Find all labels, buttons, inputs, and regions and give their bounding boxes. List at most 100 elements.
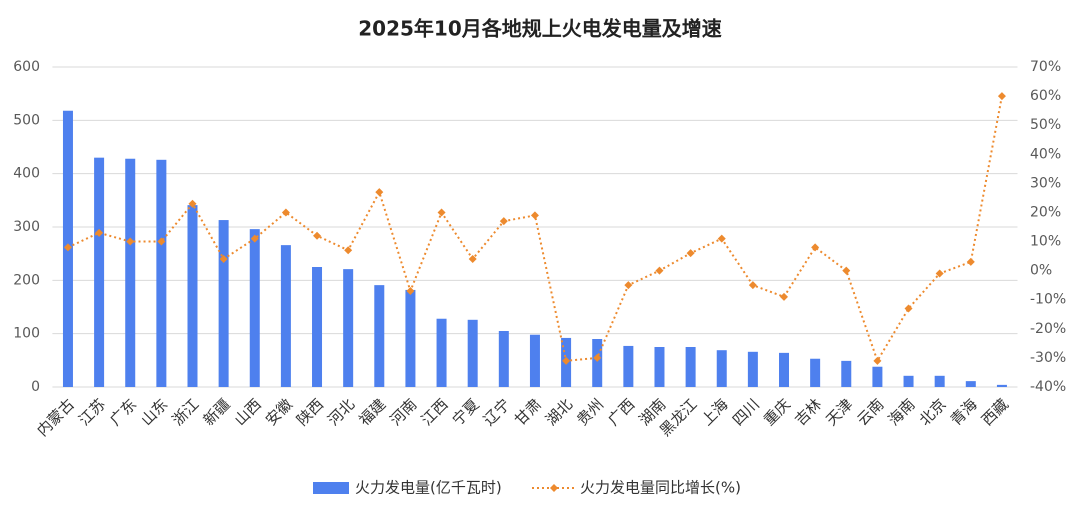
bar <box>623 345 634 387</box>
line-marker <box>562 356 571 365</box>
line-marker <box>842 266 851 275</box>
x-tick-label: 福建 <box>355 395 389 429</box>
x-tick-label: 重庆 <box>760 395 794 429</box>
y-tick-label: 100 <box>13 326 40 342</box>
y2-tick-label: 10% <box>1030 234 1061 250</box>
bar <box>187 205 198 387</box>
bar <box>934 375 945 387</box>
legend-swatch <box>313 482 349 494</box>
bar <box>872 366 883 387</box>
line-marker <box>281 208 290 217</box>
y-tick-label: 0 <box>31 379 40 395</box>
line-marker <box>157 237 166 246</box>
bar <box>374 285 385 387</box>
bar <box>592 339 603 387</box>
line-marker <box>655 266 664 275</box>
x-tick-label: 贵州 <box>573 395 607 429</box>
line-marker <box>997 92 1006 101</box>
x-tick-label: 辽宁 <box>480 395 514 429</box>
y-tick-label: 500 <box>13 112 40 128</box>
y2-tick-label: 70% <box>1030 59 1061 75</box>
x-tick-label: 山东 <box>137 395 171 429</box>
line-marker <box>219 255 228 263</box>
line-marker <box>437 208 446 217</box>
x-tick-label: 江西 <box>418 395 452 429</box>
line-marker <box>624 281 633 290</box>
bar <box>654 347 665 387</box>
x-tick-label: 北京 <box>916 395 950 429</box>
x-tick-label: 海南 <box>885 395 919 429</box>
x-tick-label: 吉林 <box>791 395 825 429</box>
line-marker <box>811 243 820 252</box>
y2-tick-label: 30% <box>1030 175 1061 191</box>
x-tick-label: 广西 <box>604 395 638 429</box>
line-marker <box>686 249 695 258</box>
bar <box>498 331 509 387</box>
line-marker <box>250 234 259 243</box>
y-tick-label: 600 <box>13 59 40 75</box>
bar <box>810 358 821 387</box>
bar <box>996 384 1007 387</box>
x-tick-label: 河南 <box>386 395 420 429</box>
y-tick-label: 200 <box>13 272 40 288</box>
bar <box>779 352 790 387</box>
x-tick-label: 西藏 <box>978 395 1012 429</box>
line-marker <box>780 292 789 301</box>
line-marker <box>717 234 726 243</box>
line-marker <box>95 228 104 237</box>
x-tick-label: 四川 <box>729 395 763 429</box>
x-tick-label: 宁夏 <box>449 395 483 429</box>
x-tick-label: 新疆 <box>200 395 234 429</box>
bar <box>125 158 136 387</box>
line-marker <box>593 353 602 362</box>
x-tick-label: 陕西 <box>293 395 327 429</box>
y2-tick-label: -30% <box>1030 350 1066 366</box>
bar <box>218 220 229 387</box>
line-marker <box>126 237 135 246</box>
y2-tick-label: 40% <box>1030 146 1061 162</box>
line-marker <box>406 287 415 295</box>
bar <box>716 350 727 387</box>
line-marker <box>313 231 322 240</box>
y-tick-label: 300 <box>13 219 40 235</box>
x-tick-label: 江苏 <box>75 395 109 429</box>
y2-tick-label: 20% <box>1030 204 1061 220</box>
y2-tick-label: -40% <box>1030 379 1066 395</box>
line-marker <box>748 281 757 290</box>
line-marker <box>344 246 353 255</box>
x-tick-label: 天津 <box>822 395 856 429</box>
bar <box>747 351 758 387</box>
y-tick-label: 400 <box>13 166 40 182</box>
x-tick-label: 云南 <box>853 395 887 429</box>
y2-tick-label: 60% <box>1030 88 1061 104</box>
bar <box>156 159 167 387</box>
bar <box>405 289 416 387</box>
y2-tick-label: 50% <box>1030 117 1061 133</box>
x-tick-label: 内蒙古 <box>33 395 78 440</box>
bar <box>467 319 478 387</box>
chart-title: 2025年10月各地规上火电发电量及增速 <box>358 17 722 41</box>
bar <box>529 334 540 387</box>
x-tick-label: 山西 <box>231 395 265 429</box>
y2-tick-label: -20% <box>1030 321 1066 337</box>
bar <box>249 229 260 387</box>
legend-marker <box>550 484 558 492</box>
legend-label: 火力发电量同比增长(%) <box>580 479 741 497</box>
x-tick-label: 广东 <box>106 395 140 429</box>
x-tick-label: 河北 <box>324 395 358 429</box>
bar <box>685 347 696 387</box>
line-marker <box>873 356 882 365</box>
line-marker <box>499 217 508 226</box>
x-tick-label: 上海 <box>698 395 732 429</box>
y2-tick-label: 0% <box>1030 263 1052 279</box>
line-marker <box>530 211 539 220</box>
x-tick-label: 湖北 <box>542 395 576 429</box>
line-marker <box>966 257 975 266</box>
bar <box>436 318 447 387</box>
line <box>67 95 1003 364</box>
bar <box>841 360 852 387</box>
y2-tick-label: -10% <box>1030 292 1066 308</box>
bar <box>903 375 914 387</box>
